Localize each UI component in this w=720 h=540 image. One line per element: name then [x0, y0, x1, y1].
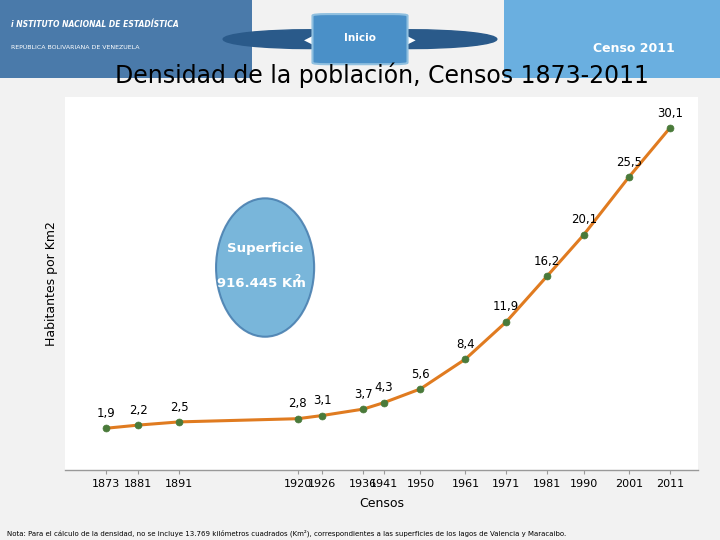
Text: 2,2: 2,2 [129, 404, 148, 417]
Text: Censo 2011: Censo 2011 [593, 42, 675, 55]
Ellipse shape [216, 198, 314, 337]
Text: 2,5: 2,5 [170, 401, 189, 414]
Text: 2,8: 2,8 [289, 397, 307, 410]
X-axis label: Censos: Censos [359, 497, 404, 510]
Text: 8,4: 8,4 [456, 338, 474, 351]
Text: 16,2: 16,2 [534, 255, 560, 268]
Text: Inicio: Inicio [344, 32, 376, 43]
Text: REPÚBLICA BOLIVARIANA DE VENEZUELA: REPÚBLICA BOLIVARIANA DE VENEZUELA [11, 45, 139, 50]
FancyBboxPatch shape [0, 0, 252, 78]
Text: Nota: Para el cálculo de la densidad, no se incluye 13.769 kilómetros cuadrados : Nota: Para el cálculo de la densidad, no… [7, 530, 567, 537]
Text: 20,1: 20,1 [571, 213, 597, 226]
Text: 11,9: 11,9 [493, 300, 519, 314]
Text: ◀: ◀ [305, 32, 315, 46]
FancyBboxPatch shape [312, 14, 408, 64]
Y-axis label: Habitantes por Km2: Habitantes por Km2 [45, 221, 58, 346]
Title: Densidad de la población, Censos 1873-2011: Densidad de la población, Censos 1873-20… [114, 63, 649, 89]
Text: 916.445 Km: 916.445 Km [217, 277, 305, 290]
Text: 30,1: 30,1 [657, 107, 683, 120]
Text: ▶: ▶ [405, 32, 415, 46]
Text: 25,5: 25,5 [616, 156, 642, 168]
Circle shape [324, 30, 497, 49]
Circle shape [223, 30, 396, 49]
Text: i NSTITUTO NACIONAL DE ESTADÍSTICA: i NSTITUTO NACIONAL DE ESTADÍSTICA [11, 19, 179, 29]
Text: 3,1: 3,1 [313, 394, 332, 407]
Text: 2: 2 [294, 274, 300, 282]
Text: 1,9: 1,9 [96, 407, 115, 420]
Text: Superficie: Superficie [227, 242, 303, 255]
FancyBboxPatch shape [504, 0, 720, 78]
Text: 3,7: 3,7 [354, 388, 372, 401]
Text: 4,3: 4,3 [374, 381, 393, 394]
Text: 5,6: 5,6 [411, 368, 430, 381]
